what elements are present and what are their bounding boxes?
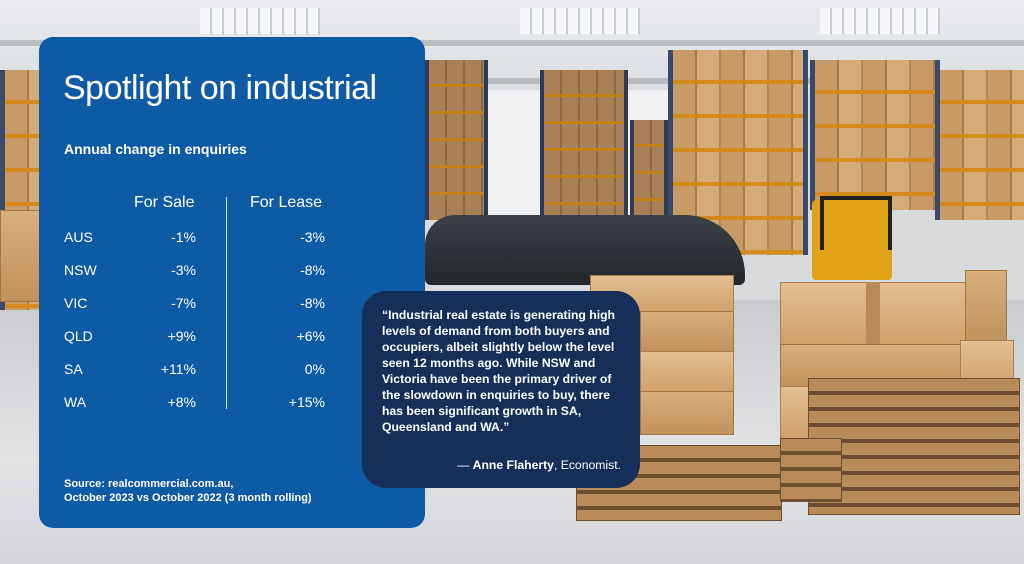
skylight [520,8,640,34]
for-sale-value: -7% [171,295,196,311]
forklift [812,200,892,280]
card-subtitle: Annual change in enquiries [64,141,247,157]
table-row: AUS -1% -3% [39,229,425,249]
for-lease-value: +6% [296,328,325,344]
region-label: WA [64,394,87,410]
source-line: October 2023 vs October 2022 (3 month ro… [64,492,312,504]
shelf-rack [668,50,808,255]
region-label: VIC [64,295,88,311]
ceiling-beam [0,40,1024,46]
quote-author: Anne Flaherty [472,458,554,472]
skylight [820,8,940,34]
table-row: QLD +9% +6% [39,328,425,348]
cardboard-box [640,351,734,393]
shelf-rack [810,60,940,210]
covered-pallet [425,215,745,285]
wooden-pallet [808,378,1020,515]
quote-attribution: — Anne Flaherty, Economist. [457,458,621,472]
for-sale-value: +8% [167,394,196,410]
table-row: SA +11% 0% [39,361,425,381]
shelf-rack [425,60,488,220]
card-title: Spotlight on industrial [63,69,377,107]
shelf-rack [935,70,1024,220]
column-header-for-sale: For Sale [134,194,195,211]
for-lease-value: 0% [304,361,325,377]
cardboard-box [640,391,734,435]
region-label: NSW [64,262,97,278]
for-sale-value: +9% [167,328,196,344]
ceiling-beam [0,78,1024,84]
cardboard-box [0,210,40,302]
source-note: Source: realcommercial.com.au, October 2… [64,477,312,505]
attribution-dash: — [457,458,473,472]
for-sale-value: -3% [171,262,196,278]
box-tape [866,282,880,344]
quote-bubble: “Industrial real estate is generating hi… [362,291,640,488]
region-label: SA [64,361,83,377]
quote-text: “Industrial real estate is generating hi… [382,308,615,434]
for-lease-value: -3% [300,229,325,245]
table-row: WA +8% +15% [39,394,425,414]
quote-author-role: , Economist. [553,458,621,472]
table-row: NSW -3% -8% [39,262,425,282]
cardboard-box [965,270,1007,342]
cardboard-box [640,311,734,353]
enquiries-card: Spotlight on industrial Annual change in… [39,37,425,528]
forklift-cab [820,196,892,250]
for-lease-value: -8% [300,295,325,311]
column-header-for-lease: For Lease [250,194,323,211]
for-lease-value: +15% [288,394,325,410]
skylight [200,8,320,34]
column-divider [226,197,227,409]
source-line: Source: realcommercial.com.au, [64,478,234,490]
region-label: AUS [64,229,93,245]
for-sale-value: -1% [171,229,196,245]
for-lease-value: -8% [300,262,325,278]
wooden-pallet [780,438,842,502]
for-sale-value: +11% [160,361,196,377]
table-row: VIC -7% -8% [39,295,425,315]
region-label: QLD [64,328,93,344]
